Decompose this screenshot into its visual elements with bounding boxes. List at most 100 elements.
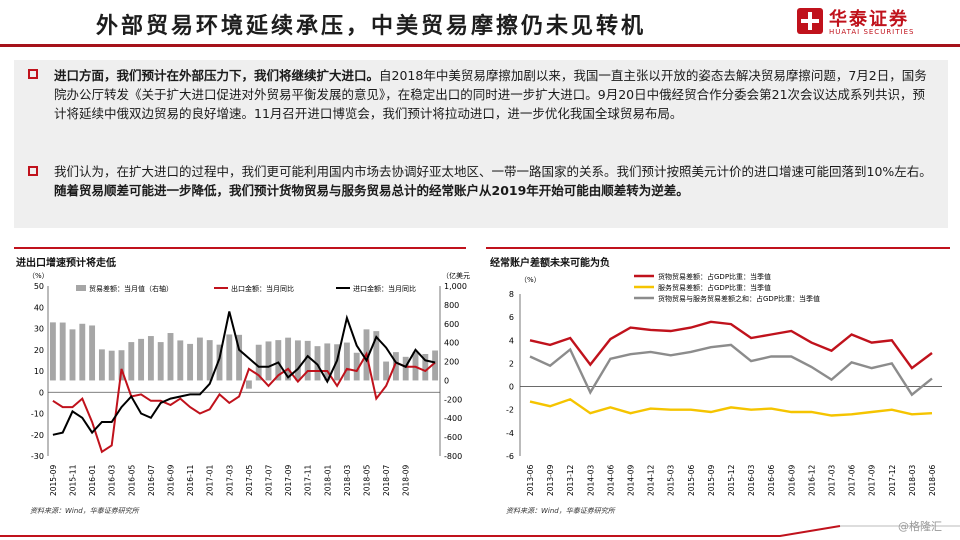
trade-balance-bar xyxy=(324,343,331,381)
right-chart-source: 资料来源：Wind，华泰证券研究所 xyxy=(506,507,615,515)
x-tick-label: 2015-03 xyxy=(667,464,676,496)
slide-header: 外部贸易环境延续承压，中美贸易摩擦仍未见转机 华泰证券 HUATAI SECUR… xyxy=(0,0,960,47)
x-tick-label: 2015-09 xyxy=(49,464,58,496)
p2-bold: 随着贸易顺差可能进一步降低，我们预计货物贸易与服务贸易总计的经常账户从2019年… xyxy=(54,183,689,198)
import-yoy-line xyxy=(52,311,436,436)
trade-balance-bar xyxy=(79,323,86,381)
x-tick-label: 2018-03 xyxy=(908,464,917,496)
x-tick-label: 2018-06 xyxy=(928,464,937,496)
y-tick-label: 8 xyxy=(509,290,514,299)
right-tick-label: -200 xyxy=(444,395,462,404)
trade-balance-bar xyxy=(402,356,409,381)
left-chart-title: 进出口增速预计将走低 xyxy=(16,258,116,269)
x-tick-label: 2016-03 xyxy=(108,464,117,496)
trade-balance-bar xyxy=(226,334,233,381)
company-logo: 华泰证券 HUATAI SECURITIES xyxy=(797,7,947,41)
trade-balance-bar xyxy=(177,340,184,381)
legend-swatch xyxy=(76,285,86,291)
trade-balance-bar xyxy=(422,354,429,381)
combined-trade-line xyxy=(529,343,933,397)
summary-box: 进口方面，我们预计在外部压力下，我们将继续扩大进口。自2018年中美贸易摩擦加剧… xyxy=(14,60,948,228)
y-tick-label: 4 xyxy=(509,336,514,345)
goods-trade-line xyxy=(529,320,933,370)
y-tick-label: 6 xyxy=(509,313,514,322)
p2-rest: 我们认为，在扩大进口的过程中，我们更可能利用国内市场去协调好亚太地区、一带一路国… xyxy=(54,164,932,179)
x-tick-label: 2016-03 xyxy=(747,464,756,496)
legend-label: 货物贸易与服务贸易差额之和：占GDP比重：当季值 xyxy=(658,294,820,303)
x-tick-label: 2017-11 xyxy=(304,464,313,496)
right-axis-unit: （亿美元） xyxy=(442,271,470,280)
legend-label: 出口金额：当月同比 xyxy=(231,284,294,293)
trade-balance-bar xyxy=(343,342,350,381)
x-tick-label: 2015-12 xyxy=(727,464,736,496)
export-yoy-line xyxy=(52,351,436,454)
trade-balance-bar xyxy=(275,340,282,381)
x-tick-label: 2016-09 xyxy=(167,464,176,496)
x-tick-label: 2018-03 xyxy=(343,464,352,496)
x-tick-label: 2017-12 xyxy=(888,464,897,496)
summary-paragraph-1: 进口方面，我们预计在外部压力下，我们将继续扩大进口。自2018年中美贸易摩擦加剧… xyxy=(54,66,932,123)
trade-balance-bar xyxy=(138,338,145,381)
y-tick-label: -6 xyxy=(506,452,514,461)
x-tick-label: 2017-06 xyxy=(848,464,857,496)
trade-balance-bar xyxy=(353,352,360,381)
trade-growth-chart: （%） （亿美元） 50 40 30 20 10 0 -10 -20 -30 1,000 800 600 4… xyxy=(28,271,470,496)
x-tick-label: 2014-03 xyxy=(586,464,595,496)
x-tick-label: 2013-12 xyxy=(566,464,575,496)
x-tick-label: 2016-05 xyxy=(127,464,136,496)
y-tick-label: -4 xyxy=(506,429,514,438)
trade-balance-bar xyxy=(187,343,194,381)
watermark: @格隆汇 xyxy=(898,520,942,533)
right-tick-label: -400 xyxy=(444,414,462,423)
x-tick-label: 2018-07 xyxy=(382,464,391,496)
x-tick-label: 2018-01 xyxy=(323,464,332,496)
trade-balance-bar xyxy=(245,380,252,389)
trade-balance-bar xyxy=(236,334,243,381)
x-tick-label: 2017-09 xyxy=(284,464,293,496)
right-chart-rule xyxy=(486,247,950,249)
legend-label: 贸易差额：当月值（右轴） xyxy=(89,284,173,293)
bullet-square-icon xyxy=(28,166,38,176)
logo-en-text: HUATAI SECURITIES xyxy=(829,28,915,36)
y-tick-label: -2 xyxy=(506,406,514,415)
x-tick-label: 2017-07 xyxy=(265,464,274,496)
x-tick-label: 2014-12 xyxy=(647,464,656,496)
right-tick-label: 400 xyxy=(444,339,459,348)
trade-balance-bar xyxy=(167,333,174,381)
trade-balance-bar xyxy=(108,350,115,381)
x-tick-label: 2016-12 xyxy=(807,464,816,496)
p1-rest: 自2018年中美贸易摩擦加剧以来，我国一直主张以开放的姿态去解决贸易摩擦问题，7… xyxy=(54,68,927,121)
x-tick-label: 2015-11 xyxy=(69,464,78,496)
trade-balance-bar xyxy=(59,322,66,381)
left-axis-unit: （%） xyxy=(28,272,49,280)
header-rule xyxy=(0,44,960,47)
trade-balance-bar xyxy=(216,344,223,381)
left-tick-label: -30 xyxy=(31,452,44,461)
y-tick-label: 2 xyxy=(509,359,514,368)
left-tick-label: 40 xyxy=(34,303,44,312)
right-tick-label: 600 xyxy=(444,320,459,329)
logo-mark-icon xyxy=(797,8,823,34)
trade-balance-bar xyxy=(157,342,164,381)
legend-label: 进口金额：当月同比 xyxy=(353,284,416,293)
x-tick-label: 2016-11 xyxy=(186,464,195,496)
trade-balance-bar xyxy=(118,350,125,381)
x-tick-label: 2017-03 xyxy=(225,464,234,496)
x-tick-label: 2014-09 xyxy=(627,464,636,496)
x-tick-label: 2015-09 xyxy=(707,464,716,496)
trade-balance-bar xyxy=(373,331,380,381)
slide-title: 外部贸易环境延续承压，中美贸易摩擦仍未见转机 xyxy=(96,14,647,39)
trade-balance-bar xyxy=(206,340,213,381)
right-tick-label: 800 xyxy=(444,301,459,310)
right-tick-label: 1,000 xyxy=(444,282,467,291)
x-tick-label: 2016-06 xyxy=(767,464,776,496)
left-chart-rule xyxy=(14,247,466,249)
footer-swoosh xyxy=(0,525,960,537)
trade-balance-bar xyxy=(128,342,135,381)
trade-balance-bar xyxy=(265,341,272,381)
axis-unit: （%） xyxy=(520,276,541,284)
logo-cn-text: 华泰证券 xyxy=(829,9,909,30)
left-tick-label: 0 xyxy=(39,388,44,397)
x-tick-label: 2017-09 xyxy=(868,464,877,496)
bullet-square-icon xyxy=(28,69,38,79)
